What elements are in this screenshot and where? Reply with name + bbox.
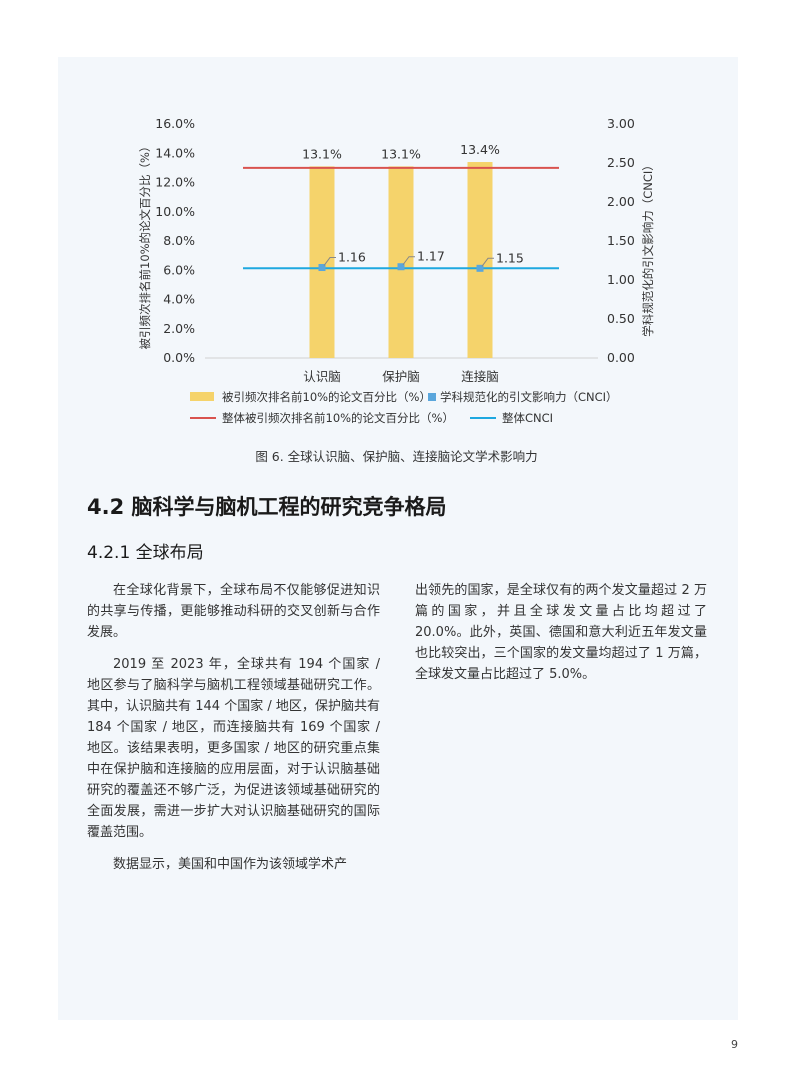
y-tick-label-left: 0.0%: [163, 350, 195, 365]
bar: [467, 162, 493, 358]
y-tick-label-right: 0.50: [607, 311, 635, 326]
y-tick-label-right: 3.00: [607, 116, 635, 131]
x-tick-label: 认识脑: [303, 369, 341, 384]
bar-data-label: 13.1%: [302, 146, 342, 161]
cnci-data-label: 1.16: [338, 250, 366, 265]
y-tick-label-right: 0.00: [607, 350, 635, 365]
section-title: 4.2 脑科学与脑机工程的研究竞争格局: [87, 495, 447, 519]
page-number: 9: [731, 1038, 738, 1051]
legend-label: 整体被引频次排名前10%的论文百分比（%）: [222, 411, 454, 425]
bar: [309, 166, 335, 358]
subsection-title: 4.2.1 全球布局: [87, 543, 204, 563]
paragraph: 数据显示，美国和中国作为该领域学术产: [113, 857, 348, 872]
y-tick-label-left: 6.0%: [163, 262, 195, 277]
cnci-label-leader: [402, 256, 415, 266]
x-tick-label: 连接脑: [461, 369, 499, 384]
y-tick-label-left: 16.0%: [155, 116, 195, 131]
paragraph: 在全球化背景下，全球布局不仅能够促进知识的共享与传播，更能够推动科研的交叉创新与…: [87, 583, 380, 640]
legend-label: 整体CNCI: [502, 411, 553, 425]
y-tick-label-left: 4.0%: [163, 292, 195, 307]
y-tick-label-left: 2.0%: [163, 321, 195, 336]
y-tick-label-left: 14.0%: [155, 145, 195, 160]
cnci-point: [397, 263, 405, 271]
impact-chart: 0.0% 2.0% 4.0% 6.0% 8.0% 10.0% 12.0% 14.0% 16.0%…: [138, 116, 655, 425]
y-tick-label-right: 2.50: [607, 155, 635, 170]
legend-swatch: [428, 393, 436, 401]
left-column: 在全球化背景下，全球布局不仅能够促进知识的共享与传播，更能够推动科研的交叉创新与…: [87, 580, 380, 886]
y-tick-label-left: 8.0%: [163, 233, 195, 248]
paragraph: 出领先的国家，是全球仅有的两个发文量超过 2 万篇的国家，并且全球发文量占比均超…: [415, 583, 707, 682]
paragraph: 2019 至 2023 年，全球共有 194 个国家 / 地区参与了脑科学与脑机…: [87, 657, 380, 840]
y-tick-label-left: 12.0%: [155, 175, 195, 190]
y-tick-label-right: 2.00: [607, 194, 635, 209]
right-column: 出领先的国家，是全球仅有的两个发文量超过 2 万篇的国家，并且全球发文量占比均超…: [415, 580, 707, 696]
cnci-data-label: 1.15: [496, 250, 524, 265]
cnci-point: [318, 264, 326, 272]
cnci-label-leader: [481, 257, 494, 267]
legend-swatch: [190, 392, 214, 401]
cnci-point: [476, 264, 484, 272]
bar-data-label: 13.4%: [460, 142, 500, 157]
bar: [388, 166, 414, 358]
y-tick-label-right: 1.00: [607, 272, 635, 287]
y-tick-label-left: 10.0%: [155, 204, 195, 219]
y-axis-label-left: 被引频次排名前10%的论文百分比（%）: [138, 141, 152, 350]
y-tick-label-right: 1.50: [607, 233, 635, 248]
y-axis-label-right: 学科规范化的引文影响力（CNCI）: [641, 159, 655, 337]
figure-caption: 图 6. 全球认识脑、保护脑、连接脑论文学术影响力: [255, 449, 538, 464]
legend-label: 学科规范化的引文影响力（CNCI）: [440, 390, 618, 404]
legend-label: 被引频次排名前10%的论文百分比（%）: [222, 390, 431, 404]
bar-data-label: 13.1%: [381, 146, 421, 161]
cnci-data-label: 1.17: [417, 249, 445, 264]
cnci-label-leader: [323, 257, 336, 266]
x-tick-label: 保护脑: [382, 369, 420, 384]
